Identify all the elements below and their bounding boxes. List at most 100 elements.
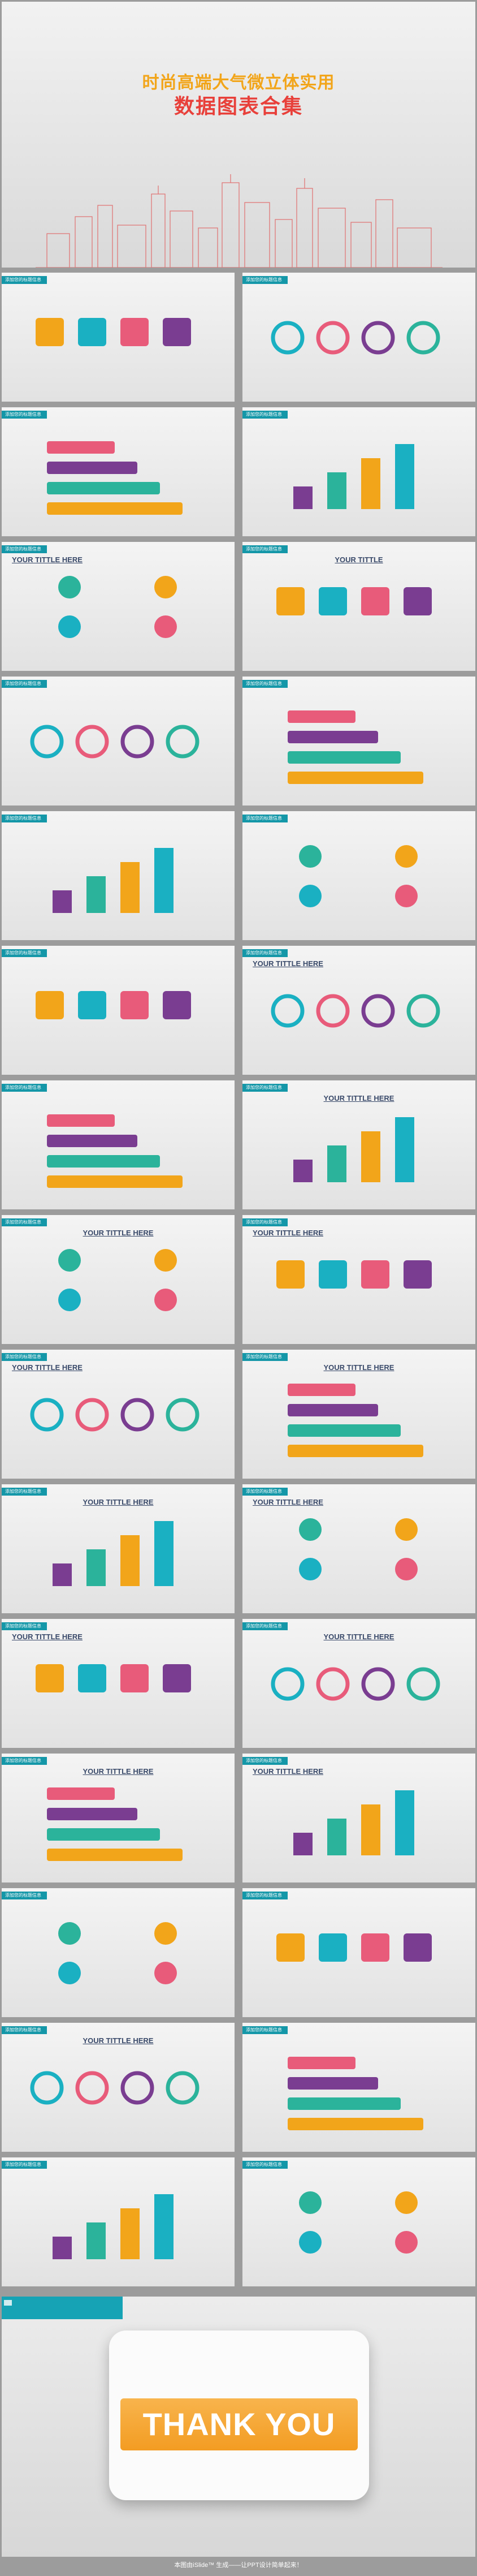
infographic-shape bbox=[47, 441, 115, 454]
slide-heading: YOUR TITTLE HERE bbox=[83, 2036, 154, 2045]
infographic-graphic bbox=[271, 1667, 440, 1701]
slide-thumbnail[interactable]: 添加您的标题信息 YOUR TITTLE HERE bbox=[2, 1754, 235, 1883]
slide-thumbnail[interactable]: 添加您的标题信息 YOUR TITTLE HERE bbox=[242, 1484, 475, 1613]
infographic-shape bbox=[361, 1131, 380, 1182]
slide-thumbnail[interactable]: 添加您的标题信息 bbox=[242, 2157, 475, 2286]
slide-heading: YOUR TITTLE HERE bbox=[323, 1363, 394, 1372]
cover-slide: 时尚高端大气微立体实用 数据图表合集 bbox=[2, 2, 475, 268]
infographic-shape bbox=[47, 1155, 160, 1168]
slide-thumbnail[interactable]: 添加您的标题信息 bbox=[2, 1888, 235, 2017]
infographic-shape bbox=[395, 2191, 418, 2214]
infographic-shape bbox=[288, 751, 401, 764]
infographic-shape bbox=[58, 1289, 81, 1311]
infographic-shape bbox=[316, 994, 350, 1028]
infographic-graphic bbox=[299, 1518, 418, 1580]
infographic-shape bbox=[288, 1404, 378, 1416]
slide-heading: YOUR TITTLE HERE bbox=[253, 1767, 323, 1776]
infographic-shape bbox=[404, 587, 432, 615]
slide-thumbnail[interactable]: 添加您的标题信息 YOUR TITTLE HERE bbox=[2, 1350, 235, 1479]
infographic-shape bbox=[47, 482, 160, 494]
infographic-shape bbox=[319, 1933, 347, 1962]
slide-thumbnail[interactable]: 添加您的标题信息 YOUR TITTLE HERE bbox=[2, 2023, 235, 2152]
infographic-graphic bbox=[47, 441, 183, 515]
infographic-shape bbox=[327, 472, 346, 509]
slide-thumbnail[interactable]: 添加您的标题信息 bbox=[2, 2157, 235, 2286]
infographic-shape bbox=[276, 1260, 305, 1289]
infographic-shape bbox=[120, 1398, 154, 1432]
infographic-shape bbox=[361, 1804, 380, 1855]
infographic-shape bbox=[120, 862, 140, 913]
infographic-shape bbox=[58, 615, 81, 638]
infographic-shape bbox=[166, 725, 200, 759]
slide-tag: 添加您的标题信息 bbox=[242, 1084, 288, 1092]
slide-thumbnail[interactable]: 添加您的标题信息 bbox=[242, 407, 475, 536]
slide-tag: 添加您的标题信息 bbox=[2, 1892, 47, 1899]
slide-tag: 添加您的标题信息 bbox=[2, 949, 47, 957]
infographic-shape bbox=[78, 1664, 106, 1692]
infographic-shape bbox=[58, 1249, 81, 1272]
slide-thumbnail[interactable]: 添加您的标题信息 YOUR TITTLE HERE bbox=[2, 1484, 235, 1613]
infographic-shape bbox=[271, 1667, 305, 1701]
infographic-shape bbox=[276, 1933, 305, 1962]
slide-thumbnail[interactable]: 添加您的标题信息 bbox=[242, 273, 475, 402]
slide-thumbnail[interactable]: 添加您的标题信息 bbox=[2, 1080, 235, 1209]
infographic-shape bbox=[395, 885, 418, 907]
infographic-graphic bbox=[47, 1787, 183, 1861]
slide-thumbnail[interactable]: 添加您的标题信息 YOUR TITTLE HERE bbox=[242, 1215, 475, 1344]
slide-thumbnail[interactable]: 添加您的标题信息 bbox=[242, 1888, 475, 2017]
slide-heading: YOUR TITTLE HERE bbox=[323, 1094, 394, 1102]
infographic-shape bbox=[395, 845, 418, 868]
infographic-shape bbox=[47, 1849, 183, 1861]
infographic-shape bbox=[316, 321, 350, 355]
slide-thumbnail[interactable]: 添加您的标题信息 YOUR TITTLE HERE bbox=[2, 1619, 235, 1748]
infographic-shape bbox=[120, 2071, 154, 2105]
slide-thumbnail[interactable]: 添加您的标题信息 bbox=[2, 677, 235, 805]
infographic-shape bbox=[293, 1833, 313, 1855]
slide-thumbnail[interactable]: 添加您的标题信息 YOUR TITTLE HERE bbox=[242, 946, 475, 1075]
slide-thumbnail[interactable]: 添加您的标题信息 bbox=[242, 2023, 475, 2152]
infographic-shape bbox=[154, 1922, 177, 1945]
infographic-shape bbox=[154, 1962, 177, 1984]
slide-thumbnail[interactable]: 添加您的标题信息 bbox=[242, 677, 475, 805]
slide-thumbnail[interactable]: 添加您的标题信息 bbox=[2, 407, 235, 536]
slide-thumbnail[interactable]: 添加您的标题信息 YOUR TITTLE HERE bbox=[2, 1215, 235, 1344]
infographic-shape bbox=[47, 1114, 115, 1127]
slide-tag: 添加您的标题信息 bbox=[2, 1218, 47, 1226]
slide-tag: 添加您的标题信息 bbox=[242, 680, 288, 688]
infographic-shape bbox=[78, 318, 106, 346]
slide-thumbnail[interactable]: 添加您的标题信息 bbox=[242, 811, 475, 940]
slide-heading: YOUR TITTLE HERE bbox=[253, 959, 323, 968]
infographic-shape bbox=[406, 994, 440, 1028]
slide-thumbnail[interactable]: 添加您的标题信息 YOUR TITTLE bbox=[242, 542, 475, 671]
infographic-shape bbox=[319, 587, 347, 615]
infographic-graphic bbox=[293, 1790, 414, 1855]
slide-thumbnail[interactable]: 添加您的标题信息 YOUR TITTLE HERE bbox=[242, 1080, 475, 1209]
slide-thumbnail[interactable]: 添加您的标题信息 bbox=[2, 273, 235, 402]
infographic-shape bbox=[47, 1175, 183, 1188]
slide-thumbnail[interactable]: 添加您的标题信息 bbox=[2, 811, 235, 940]
infographic-shape bbox=[163, 991, 191, 1019]
infographic-shape bbox=[288, 2077, 378, 2090]
infographic-graphic bbox=[36, 991, 191, 1019]
slide-heading: YOUR TITTLE HERE bbox=[323, 1632, 394, 1641]
infographic-shape bbox=[327, 1819, 346, 1855]
slide-thumbnail[interactable]: 添加您的标题信息 bbox=[2, 946, 235, 1075]
infographic-graphic bbox=[53, 2194, 174, 2259]
infographic-shape bbox=[404, 1933, 432, 1962]
slide-thumbnail[interactable]: 添加您的标题信息 YOUR TITTLE HERE bbox=[242, 1619, 475, 1748]
slide-tag: 添加您的标题信息 bbox=[2, 2161, 47, 2169]
slide-thumbnail[interactable]: 添加您的标题信息 YOUR TITTLE HERE bbox=[2, 542, 235, 671]
infographic-shape bbox=[395, 1518, 418, 1541]
slide-heading: YOUR TITTLE HERE bbox=[12, 555, 83, 564]
infographic-graphic bbox=[53, 1521, 174, 1586]
slide-thumbnail[interactable]: 添加您的标题信息 YOUR TITTLE HERE bbox=[242, 1350, 475, 1479]
infographic-shape bbox=[86, 2222, 106, 2259]
slide-tag: 添加您的标题信息 bbox=[242, 2026, 288, 2034]
infographic-graphic bbox=[30, 725, 200, 759]
slide-tag: 添加您的标题信息 bbox=[242, 949, 288, 957]
infographic-shape bbox=[288, 2057, 355, 2069]
slide-thumbnail[interactable]: 添加您的标题信息 YOUR TITTLE HERE bbox=[242, 1754, 475, 1883]
infographic-shape bbox=[154, 1249, 177, 1272]
infographic-shape bbox=[395, 444, 414, 509]
infographic-graphic bbox=[288, 2057, 423, 2130]
